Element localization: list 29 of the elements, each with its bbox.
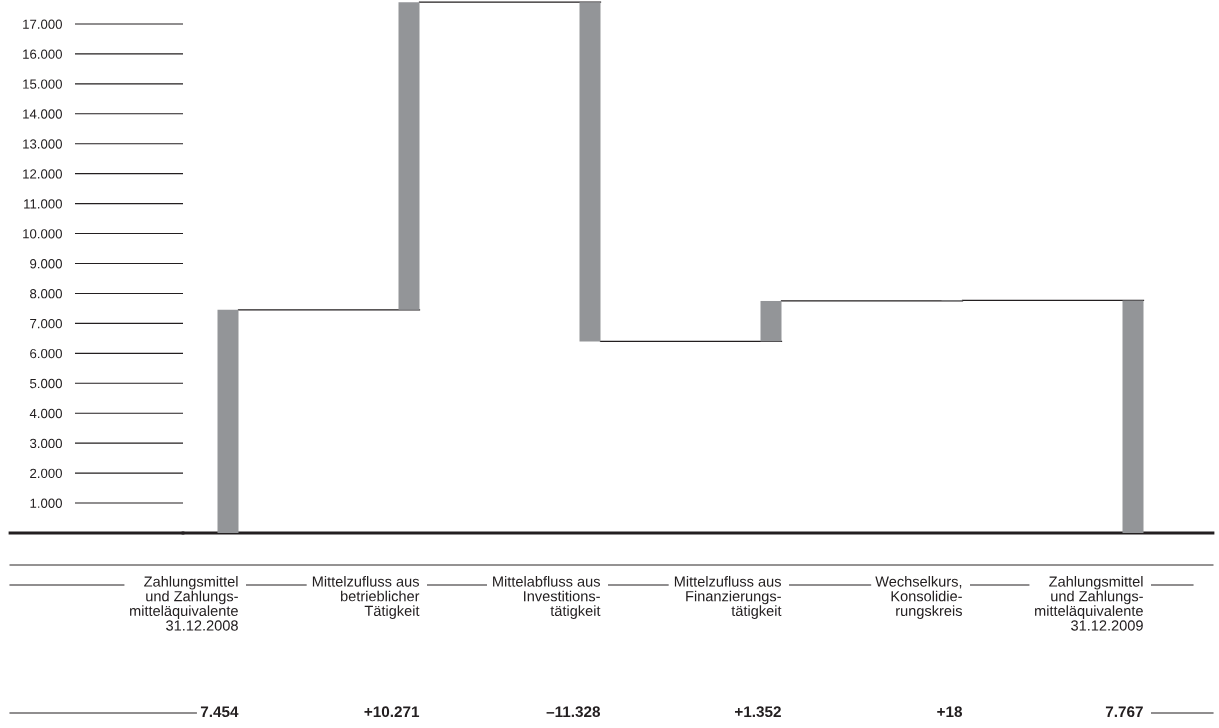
data-label: –11.328 (546, 706, 601, 718)
x-tick-label: Mittelzufluss aus Finanzierungs- tätigkeit (674, 576, 782, 619)
y-tick-label: 7.000 (30, 318, 62, 329)
y-tick-label: 1.000 (30, 498, 62, 508)
y-tick-label: 3.000 (29, 438, 62, 449)
y-tick-label: 12.000 (23, 169, 62, 179)
x-tick-label: Wechselkurs, Konsolidie- rungskreis (875, 576, 962, 619)
y-tick-label: 9.000 (30, 259, 62, 269)
y-tick-label: 6.000 (30, 348, 62, 359)
y-tick-label: 10.000 (23, 229, 62, 239)
data-label: +1.352 (734, 706, 781, 718)
x-tick-label: Mittelzufluss aus betrieblicher Tätigkeit (312, 576, 420, 619)
y-tick-label: 8.000 (30, 289, 62, 299)
y-tick-label: 2.000 (30, 468, 62, 479)
y-tick-label: 11.000 (24, 199, 62, 209)
y-tick-label: 13.000 (23, 139, 62, 149)
y-tick-label: 15.000 (23, 79, 62, 89)
y-tick-label: 14.000 (23, 109, 62, 119)
y-tick-label: 17.000 (23, 19, 62, 29)
data-label: +10.271 (364, 706, 420, 718)
x-tick-label: Zahlungsmittel und Zahlungs- mitteläquivalente 31.12.2009 (1035, 576, 1143, 631)
data-label: 7.454 (200, 706, 239, 718)
y-tick-label: 5.000 (30, 378, 62, 389)
y-tick-label: 4.000 (29, 408, 62, 419)
x-tick-label: Zahlungsmittel und Zahlungs- mitteläquivalente 31.12.2008 (130, 576, 238, 631)
data-label: 7.767 (1105, 706, 1143, 718)
x-tick-label: Mittelabfluss aus Investitions- tätigkeit (493, 576, 601, 619)
y-tick-label: 16.000 (23, 49, 62, 59)
data-label: +18 (937, 706, 963, 718)
